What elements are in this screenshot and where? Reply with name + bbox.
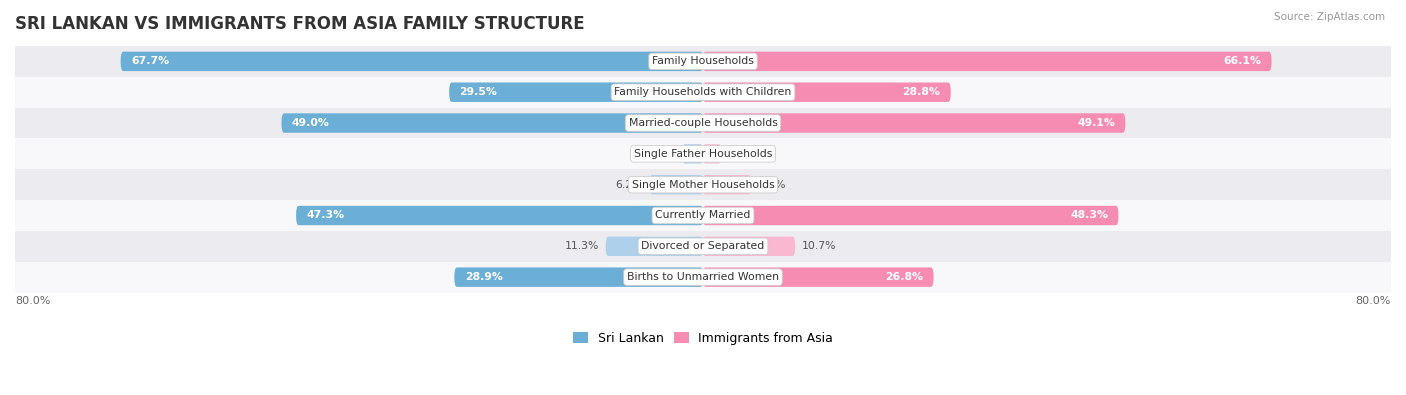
FancyBboxPatch shape [682, 144, 703, 164]
Text: 47.3%: 47.3% [307, 211, 344, 220]
FancyBboxPatch shape [703, 206, 1119, 225]
Text: 28.8%: 28.8% [903, 87, 941, 97]
FancyBboxPatch shape [281, 113, 703, 133]
Text: Married-couple Households: Married-couple Households [628, 118, 778, 128]
FancyBboxPatch shape [703, 83, 950, 102]
FancyBboxPatch shape [121, 52, 703, 71]
FancyBboxPatch shape [703, 52, 1271, 71]
Text: 80.0%: 80.0% [1355, 296, 1391, 306]
Text: SRI LANKAN VS IMMIGRANTS FROM ASIA FAMILY STRUCTURE: SRI LANKAN VS IMMIGRANTS FROM ASIA FAMIL… [15, 15, 585, 33]
Text: 49.0%: 49.0% [292, 118, 330, 128]
FancyBboxPatch shape [0, 77, 1406, 107]
Text: 5.6%: 5.6% [758, 180, 786, 190]
FancyBboxPatch shape [650, 175, 703, 194]
Text: 66.1%: 66.1% [1223, 56, 1261, 66]
Text: 29.5%: 29.5% [460, 87, 498, 97]
FancyBboxPatch shape [703, 175, 751, 194]
Text: Divorced or Separated: Divorced or Separated [641, 241, 765, 251]
Text: Currently Married: Currently Married [655, 211, 751, 220]
Text: Source: ZipAtlas.com: Source: ZipAtlas.com [1274, 12, 1385, 22]
FancyBboxPatch shape [0, 262, 1406, 293]
FancyBboxPatch shape [0, 138, 1406, 169]
Text: 80.0%: 80.0% [15, 296, 51, 306]
FancyBboxPatch shape [449, 83, 703, 102]
FancyBboxPatch shape [703, 144, 721, 164]
FancyBboxPatch shape [606, 237, 703, 256]
Text: Single Mother Households: Single Mother Households [631, 180, 775, 190]
FancyBboxPatch shape [703, 113, 1125, 133]
FancyBboxPatch shape [0, 107, 1406, 138]
Text: 2.4%: 2.4% [648, 149, 675, 159]
Text: 2.1%: 2.1% [728, 149, 755, 159]
FancyBboxPatch shape [454, 267, 703, 287]
FancyBboxPatch shape [703, 237, 796, 256]
Text: 28.9%: 28.9% [465, 272, 503, 282]
Text: 48.3%: 48.3% [1070, 211, 1108, 220]
FancyBboxPatch shape [0, 231, 1406, 262]
Text: 10.7%: 10.7% [801, 241, 837, 251]
Text: 67.7%: 67.7% [131, 56, 169, 66]
Text: 6.2%: 6.2% [616, 180, 643, 190]
Text: Single Father Households: Single Father Households [634, 149, 772, 159]
Text: 26.8%: 26.8% [886, 272, 924, 282]
Text: Births to Unmarried Women: Births to Unmarried Women [627, 272, 779, 282]
FancyBboxPatch shape [297, 206, 703, 225]
FancyBboxPatch shape [0, 200, 1406, 231]
Text: 11.3%: 11.3% [565, 241, 599, 251]
Legend: Sri Lankan, Immigrants from Asia: Sri Lankan, Immigrants from Asia [572, 332, 834, 345]
FancyBboxPatch shape [0, 46, 1406, 77]
Text: Family Households: Family Households [652, 56, 754, 66]
FancyBboxPatch shape [703, 267, 934, 287]
Text: 49.1%: 49.1% [1077, 118, 1115, 128]
FancyBboxPatch shape [0, 169, 1406, 200]
Text: Family Households with Children: Family Households with Children [614, 87, 792, 97]
